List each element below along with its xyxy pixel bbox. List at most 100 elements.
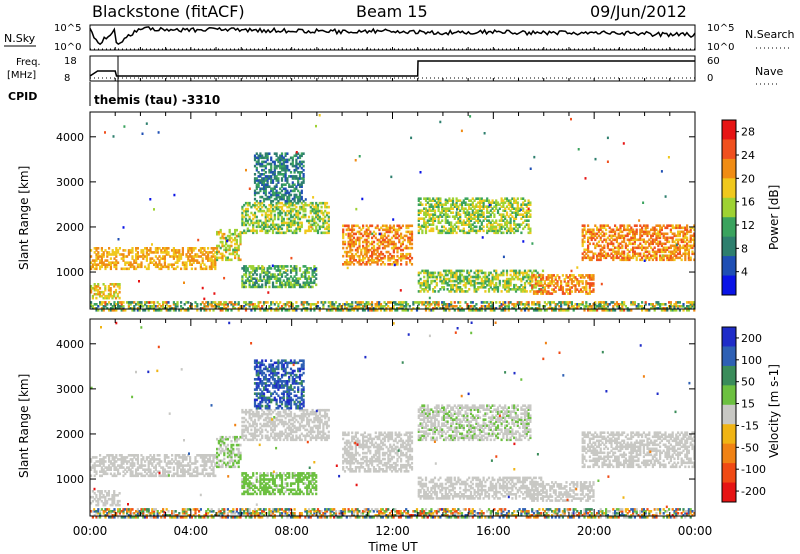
- power-cell: [293, 229, 296, 233]
- power-cell: [351, 230, 354, 234]
- power-cell: [302, 199, 305, 203]
- power-cell: [588, 250, 591, 254]
- power-cell: [185, 253, 188, 256]
- power-cell: [516, 277, 519, 281]
- power-cell: [409, 232, 412, 236]
- power-cell: [513, 283, 516, 287]
- power-cell: [286, 223, 289, 227]
- power-cell: [487, 279, 491, 283]
- power-cell: [284, 187, 287, 191]
- power-cell: [107, 285, 110, 288]
- power-cell: [302, 160, 305, 164]
- power-cell: [478, 201, 482, 204]
- power-cell: [444, 209, 447, 212]
- power-cell: [527, 223, 530, 226]
- power-cell: [540, 292, 543, 295]
- power-cell: [450, 271, 453, 275]
- power-cell: [154, 261, 157, 264]
- power-cell: [300, 223, 303, 227]
- power-cell: [93, 259, 96, 262]
- power-cell: [286, 221, 289, 225]
- power-cell: [280, 283, 284, 287]
- power-cell: [275, 185, 278, 188]
- power-cell: [277, 279, 280, 282]
- power-cell: [286, 205, 289, 209]
- power-cell: [597, 228, 600, 232]
- power-cell: [358, 244, 361, 248]
- power-cell: [451, 201, 455, 204]
- power-cell: [587, 254, 590, 258]
- power-cell: [273, 225, 276, 229]
- power-cell: [453, 217, 456, 220]
- power-cell: [246, 277, 249, 280]
- power-cell: [651, 254, 654, 258]
- power-cell: [376, 263, 379, 266]
- power-cell: [304, 201, 307, 205]
- power-cell: [295, 267, 298, 270]
- power-cell: [486, 215, 489, 218]
- power-cell: [381, 224, 385, 228]
- power-cell: [398, 228, 401, 232]
- power-cell: [300, 162, 303, 166]
- power-cell: [460, 129, 463, 133]
- power-cell: [255, 199, 258, 203]
- power-cell: [599, 238, 602, 242]
- power-cell: [646, 224, 649, 227]
- power-cell: [162, 255, 165, 258]
- power-cell: [172, 249, 175, 252]
- power-cell: [286, 197, 289, 201]
- power-cell: [547, 290, 550, 293]
- power-cell: [459, 279, 462, 283]
- power-cell: [234, 250, 237, 254]
- power-cell: [286, 158, 289, 162]
- power-cell: [583, 248, 586, 252]
- power-cell: [630, 248, 633, 252]
- power-cell: [223, 232, 226, 236]
- power-cell: [369, 263, 372, 266]
- power-cell: [493, 275, 496, 279]
- power-cell: [273, 209, 276, 213]
- power-cell: [113, 253, 116, 256]
- power-cell: [149, 198, 152, 201]
- power-cell: [513, 227, 516, 231]
- power-cell: [468, 207, 471, 210]
- power-cell: [380, 259, 383, 262]
- power-cell: [268, 171, 271, 174]
- power-cell: [381, 246, 385, 250]
- power-cell: [248, 271, 251, 274]
- power-cell: [381, 256, 385, 260]
- power-cell: [409, 224, 412, 228]
- power-cell: [460, 201, 464, 204]
- power-cell: [286, 189, 289, 193]
- power-cell: [107, 287, 110, 290]
- power-cell: [421, 224, 424, 228]
- power-cell: [160, 265, 163, 269]
- power-cell: [371, 261, 374, 264]
- power-cell: [185, 265, 188, 269]
- power-cell: [298, 269, 302, 272]
- power-cell: [226, 256, 229, 260]
- power-cell: [95, 253, 98, 256]
- power-cell: [383, 254, 386, 258]
- power-cell: [334, 301, 338, 304]
- power-cell: [478, 199, 482, 202]
- power-cell: [248, 275, 251, 278]
- power-cell: [437, 301, 440, 304]
- power-cell: [466, 271, 469, 275]
- power-cell: [273, 213, 276, 217]
- power-cell: [102, 253, 105, 256]
- power-cell: [396, 250, 399, 254]
- power-cell: [513, 223, 516, 226]
- power-cell: [657, 232, 660, 236]
- power-cell: [320, 211, 323, 215]
- power-cell: [244, 281, 248, 285]
- power-cell: [495, 205, 498, 208]
- power-cell: [284, 265, 287, 268]
- power-cell: [270, 164, 273, 168]
- power-cell: [385, 226, 388, 230]
- power-cell: [592, 252, 595, 256]
- power-cell: [289, 219, 293, 223]
- power-cell: [523, 219, 527, 222]
- power-cell: [424, 227, 428, 231]
- power-cell: [617, 248, 620, 252]
